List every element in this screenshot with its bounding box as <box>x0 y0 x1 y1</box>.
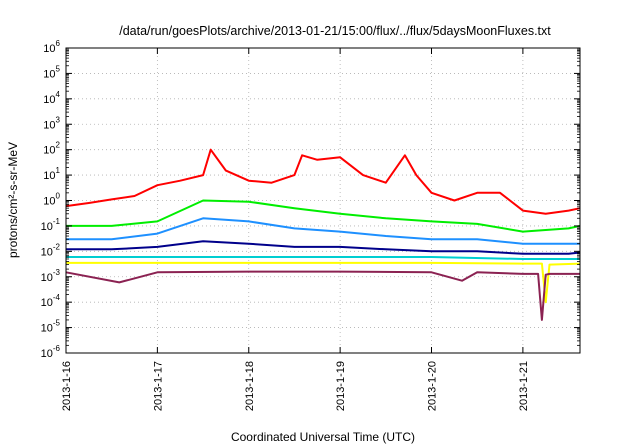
y-tick-base: 10 <box>43 196 55 208</box>
series-line-1 <box>66 199 581 233</box>
y-tick-exponent: 1 <box>56 166 61 175</box>
y-tick-base: 10 <box>41 348 53 360</box>
y-tick-exponent: -2 <box>53 242 61 251</box>
y-tick-exponent: 4 <box>56 90 61 99</box>
y-tick-base: 10 <box>43 94 55 106</box>
y-tick-label: 101 <box>43 166 60 182</box>
y-tick-label: 105 <box>43 64 60 80</box>
x-axis: 2013-1-16 2013-1-17 2013-1-18 2013-1-19 2013… <box>61 48 530 411</box>
y-tick-label: 10-1 <box>41 217 61 233</box>
series-line-2 <box>66 217 580 245</box>
y-tick-base: 10 <box>43 145 55 157</box>
series-group <box>65 148 581 321</box>
y-tick-exponent: -4 <box>53 293 61 302</box>
series-line-6 <box>65 270 580 321</box>
y-tick-exponent: -6 <box>53 344 61 353</box>
y-tick-label: 103 <box>43 115 60 131</box>
series-line-0 <box>65 148 581 215</box>
y-tick-exponent: 6 <box>56 39 61 48</box>
x-axis-label: Coordinated Universal Time (UTC) <box>231 430 415 444</box>
y-tick-label: 10-5 <box>41 319 61 335</box>
x-tick-label: 2013-1-19 <box>335 361 347 411</box>
x-tick-label: 2013-1-20 <box>427 361 439 411</box>
x-tick-label: 2013-1-21 <box>518 361 530 411</box>
y-tick-exponent: 0 <box>56 192 61 201</box>
y-tick-base: 10 <box>43 170 55 182</box>
y-tick-base: 10 <box>41 297 53 309</box>
y-tick-label: 10-3 <box>41 268 61 284</box>
y-tick-exponent: -3 <box>53 268 61 277</box>
y-tick-label: 102 <box>43 141 60 157</box>
y-tick-base: 10 <box>41 246 53 258</box>
y-tick-label: 10-2 <box>41 242 61 258</box>
y-tick-label: 10-4 <box>41 293 61 309</box>
series-line-3 <box>66 240 581 255</box>
y-axis-label: protons/cm²-s-sr-MeV <box>6 142 20 258</box>
y-tick-base: 10 <box>43 43 55 55</box>
y-tick-exponent: -1 <box>53 217 61 226</box>
x-tick-label: 2013-1-16 <box>61 361 73 411</box>
chart-title: /data/run/goesPlots/archive/2013-01-21/1… <box>119 24 551 38</box>
y-tick-exponent: 2 <box>56 141 61 150</box>
x-tick-label: 2013-1-18 <box>244 361 256 411</box>
y-tick-label: 100 <box>43 192 60 208</box>
y-tick-exponent: 3 <box>56 115 61 124</box>
y-tick-exponent: -5 <box>53 319 61 328</box>
y-tick-base: 10 <box>41 272 53 284</box>
y-tick-label: 104 <box>43 90 60 106</box>
y-tick-label: 106 <box>43 39 60 55</box>
y-tick-exponent: 5 <box>56 64 61 73</box>
y-tick-base: 10 <box>43 119 55 131</box>
y-tick-base: 10 <box>43 68 55 80</box>
series-line-4 <box>66 256 580 260</box>
y-tick-base: 10 <box>41 323 53 335</box>
y-tick-base: 10 <box>41 221 53 233</box>
x-tick-label: 2013-1-17 <box>152 361 164 411</box>
series-line-5 <box>66 261 581 304</box>
y-tick-label: 10-6 <box>41 344 61 360</box>
